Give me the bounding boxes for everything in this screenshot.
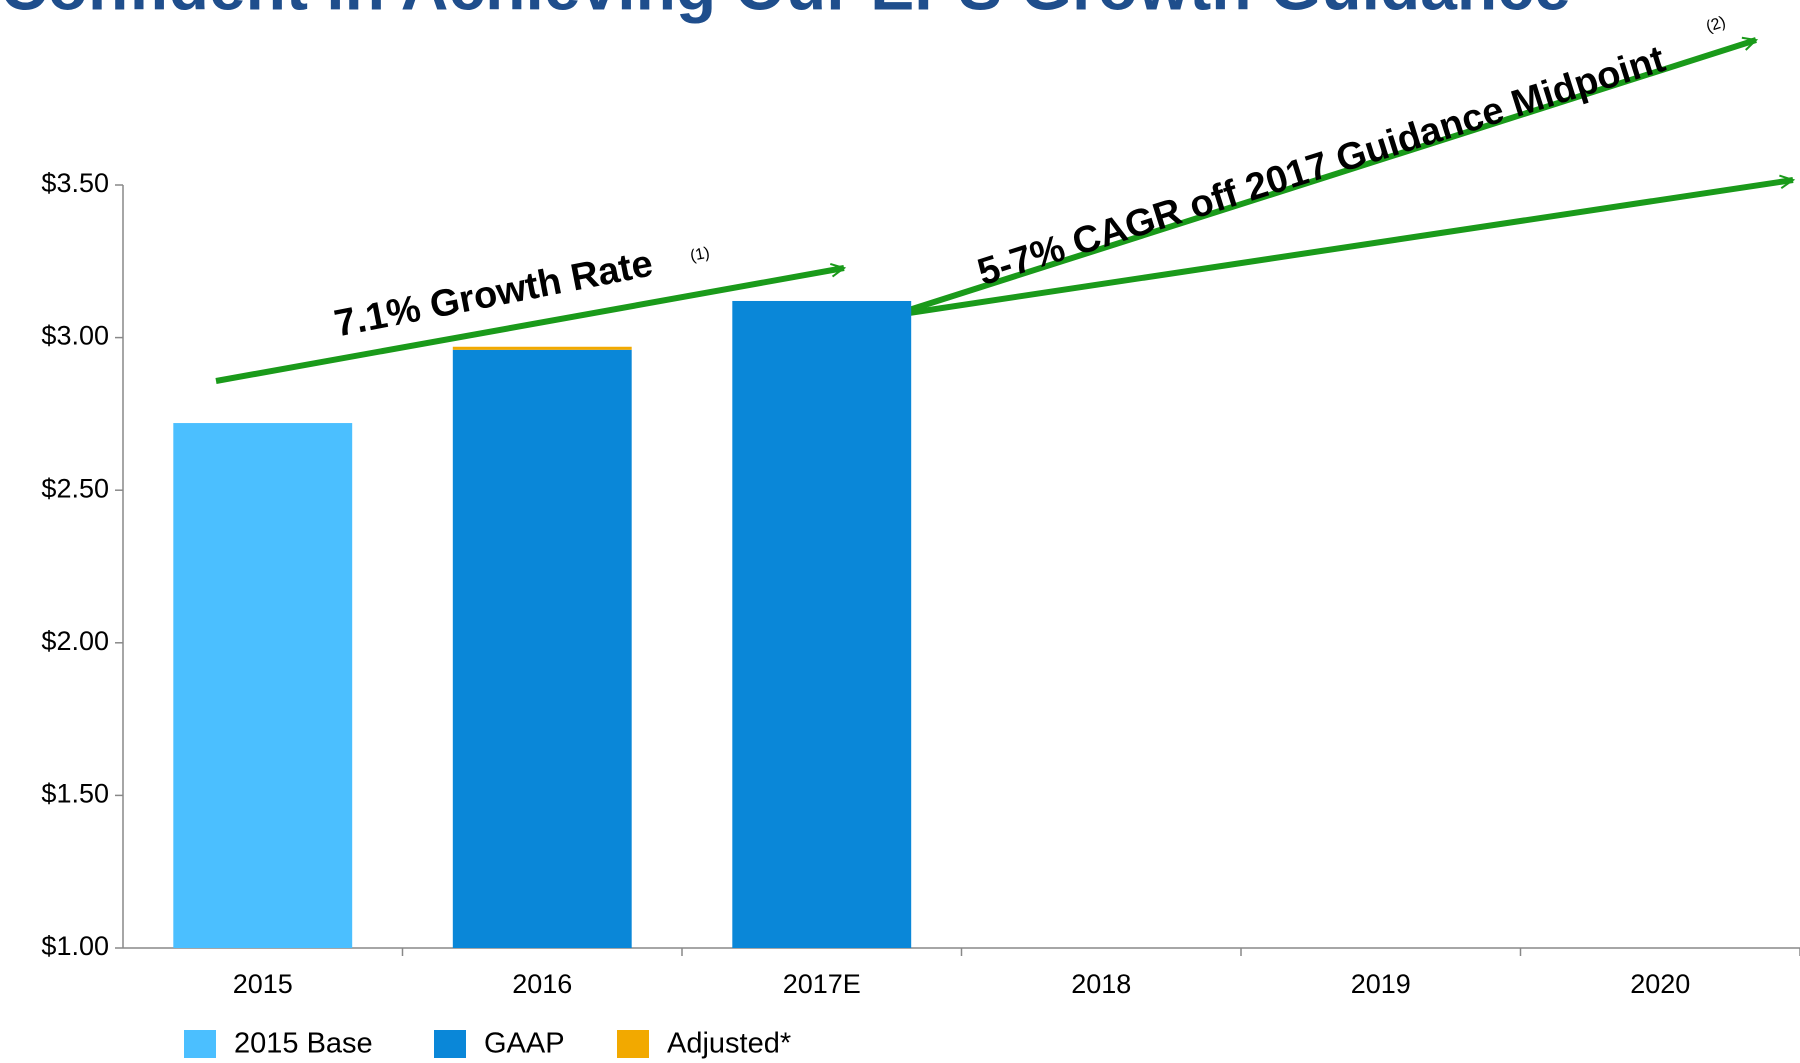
arrow: [908, 174, 1796, 316]
bar: [452, 346, 632, 350]
y-tick-label: $2.00: [41, 626, 109, 656]
arrow: [908, 36, 1759, 313]
y-tick-label: $3.50: [41, 168, 109, 198]
annotation: 5-7% CAGR off 2017 Guidance Midpoint: [973, 38, 1671, 294]
x-tick-label: 2016: [512, 969, 572, 999]
x-tick-label: 2015: [233, 969, 293, 999]
annotation: (1): [689, 245, 711, 265]
legend-swatch: [184, 1030, 216, 1058]
y-tick-label: $2.50: [41, 473, 109, 503]
x-tick-label: 2017E: [783, 969, 861, 999]
x-tick-label: 2018: [1071, 969, 1131, 999]
x-tick-label: 2019: [1351, 969, 1411, 999]
legend-swatch: [617, 1030, 649, 1058]
arrow: [215, 263, 847, 384]
bar: [732, 300, 912, 948]
annotation: (2): [1704, 14, 1728, 36]
legend-label: 2015 Base: [234, 1028, 373, 1060]
legend-swatch: [434, 1030, 466, 1058]
y-tick-label: $1.50: [41, 779, 109, 809]
x-tick-label: 2020: [1630, 969, 1690, 999]
y-tick-label: $1.00: [41, 931, 109, 961]
chart-title: Confident in Achieving Our EPS Growth Gu…: [0, 0, 1571, 23]
bar: [452, 349, 632, 949]
bar: [173, 423, 353, 948]
y-tick-label: $3.00: [41, 321, 109, 351]
legend-label: GAAP: [484, 1028, 565, 1060]
legend-label: Adjusted*: [667, 1028, 791, 1060]
